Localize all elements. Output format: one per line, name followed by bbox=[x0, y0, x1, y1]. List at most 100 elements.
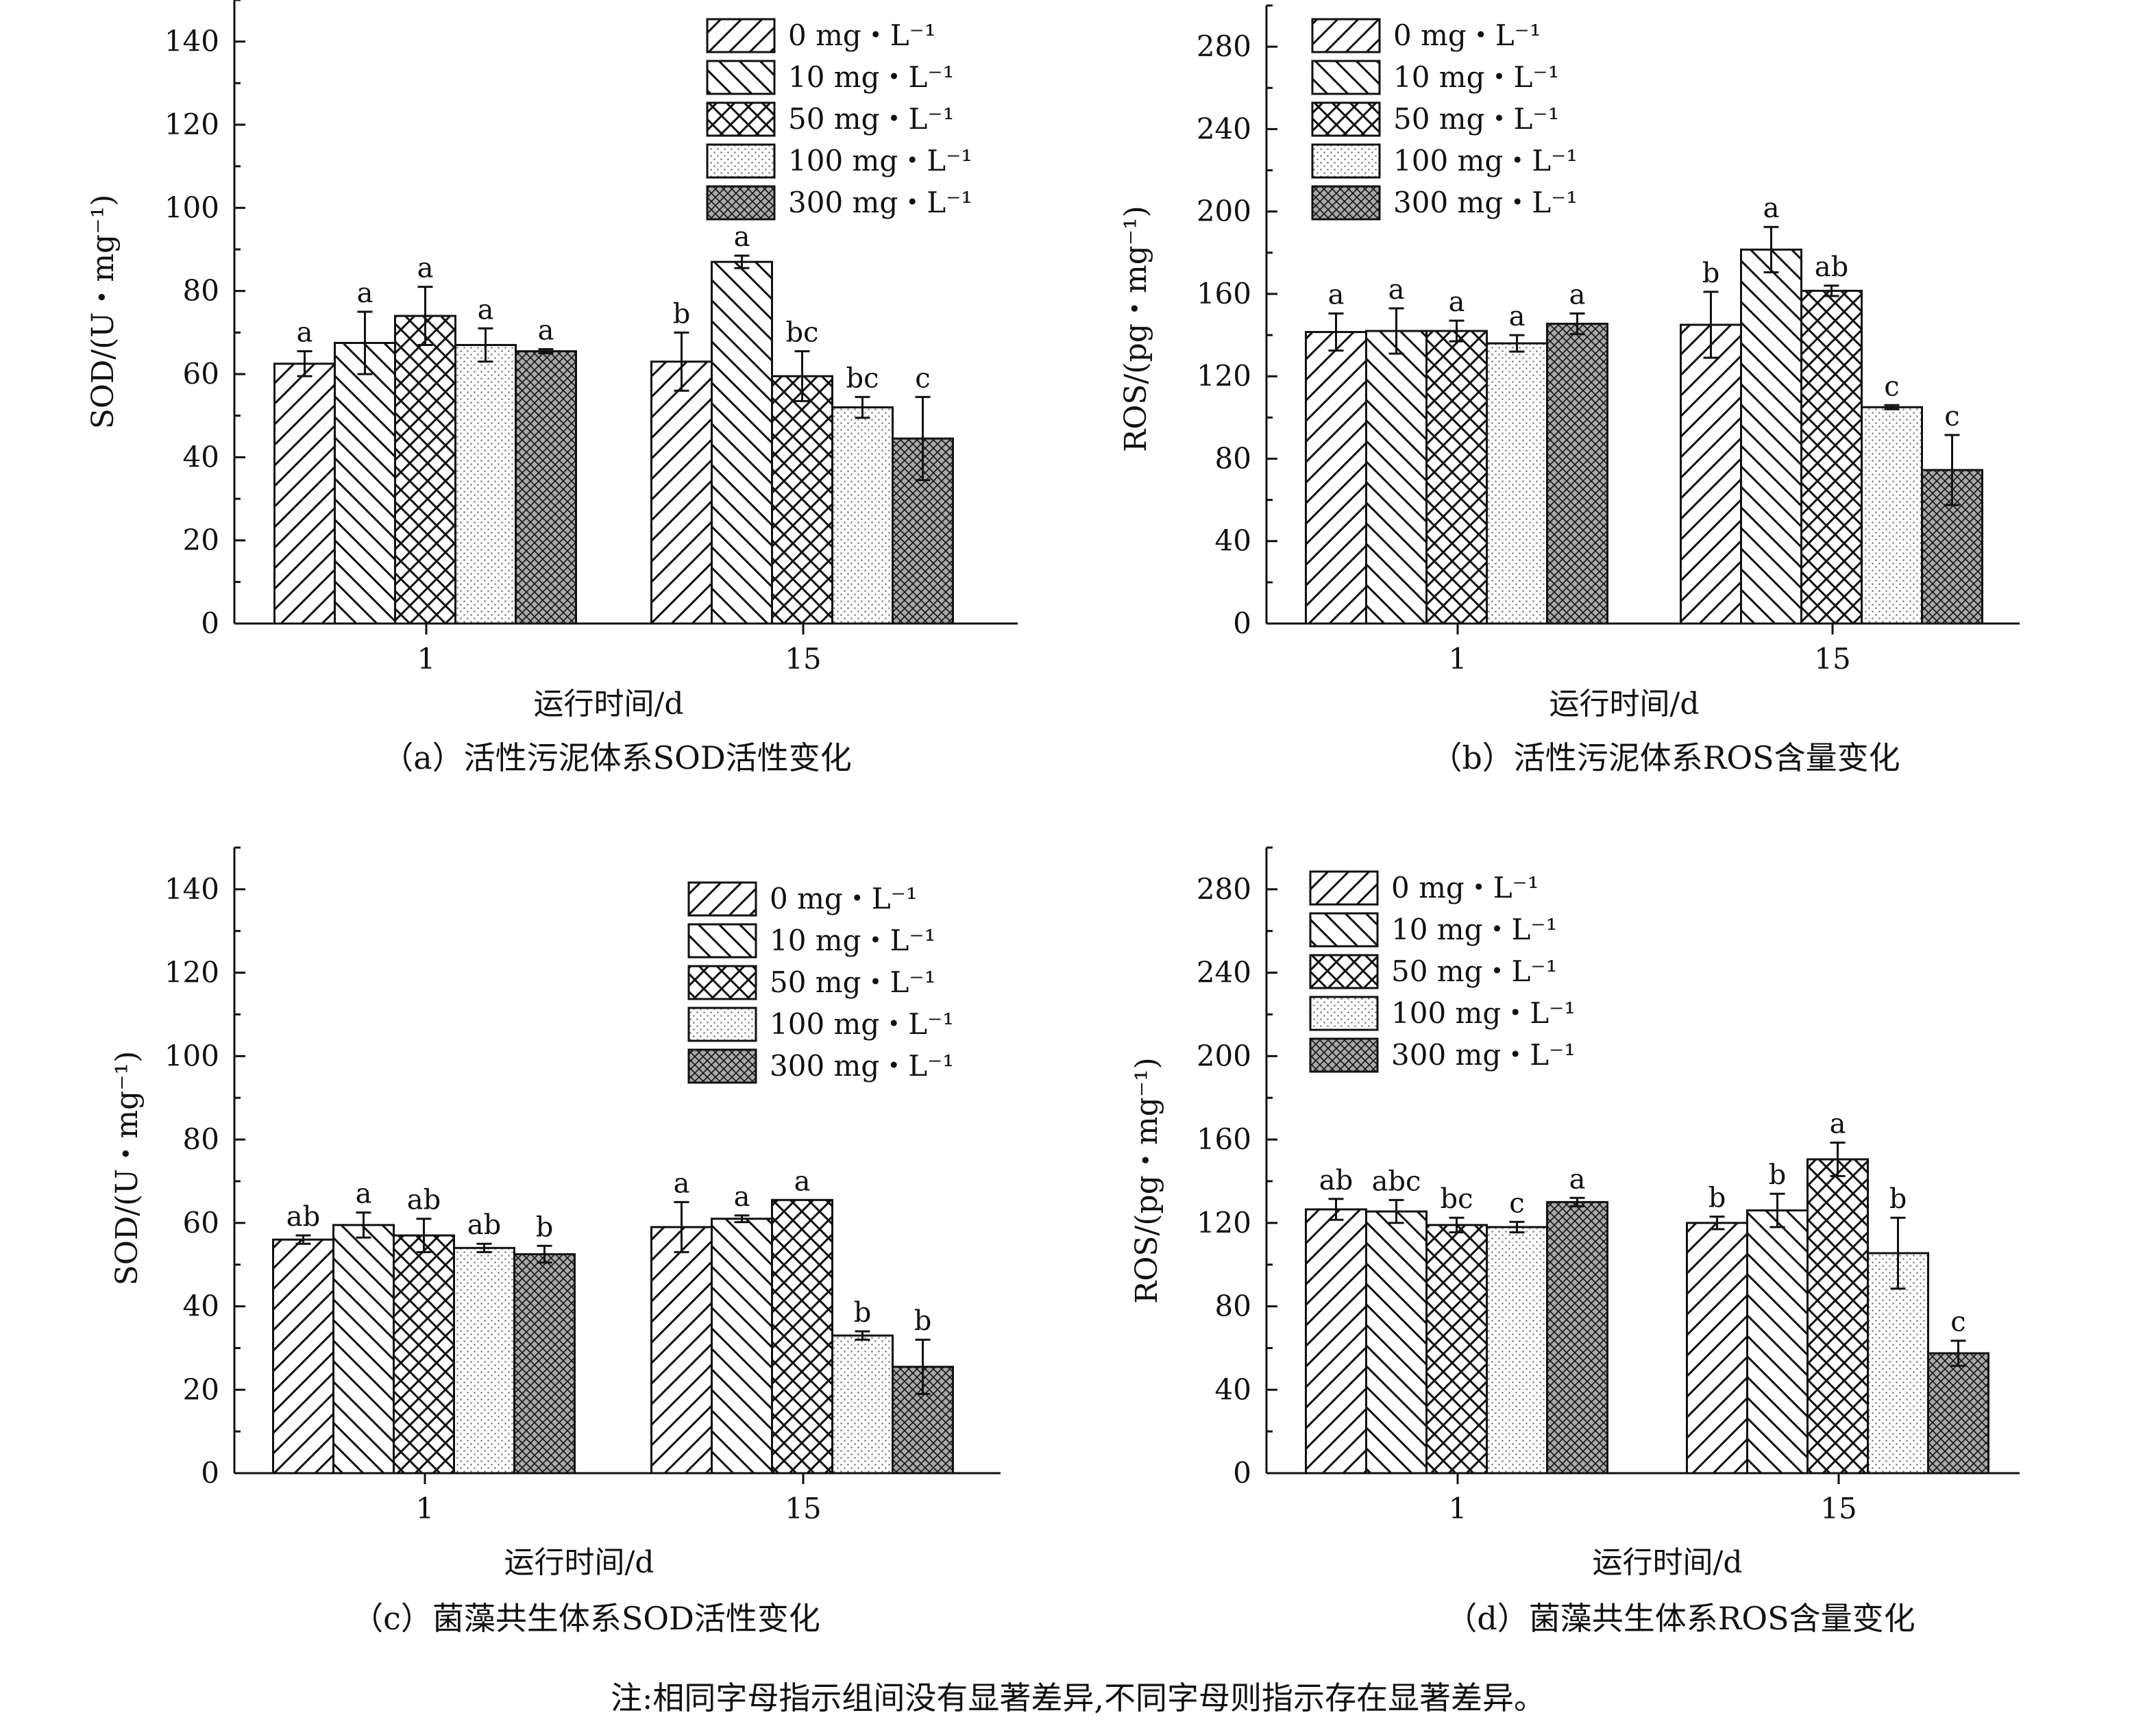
legend-swatch bbox=[1311, 18, 1381, 53]
significance-label: a bbox=[417, 253, 434, 284]
legend-swatch bbox=[1309, 996, 1379, 1031]
bar bbox=[1680, 323, 1742, 625]
significance-label: a bbox=[357, 278, 373, 309]
legend-label: 50 mg・L⁻¹ bbox=[770, 965, 935, 999]
bar bbox=[1486, 1226, 1548, 1475]
x-tick-label: 15 bbox=[785, 1492, 821, 1525]
legend-swatch bbox=[706, 18, 776, 53]
x-tick-label: 15 bbox=[1814, 642, 1850, 676]
bar bbox=[1740, 248, 1802, 625]
legend-swatch bbox=[687, 923, 757, 959]
legend-swatch bbox=[687, 1007, 757, 1042]
bar bbox=[394, 315, 456, 625]
significance-label: a bbox=[1509, 301, 1526, 332]
significance-label: b bbox=[1708, 1183, 1726, 1214]
legend: 0 mg・L⁻¹ 10 mg・L⁻¹ 50 mg・L⁻¹ 100 mg・L⁻¹ 300 … bbox=[1311, 18, 1578, 221]
significance-label: bc bbox=[846, 362, 879, 394]
significance-label: a bbox=[734, 221, 750, 253]
significance-label: abc bbox=[1372, 1166, 1421, 1197]
bar bbox=[1806, 1158, 1869, 1475]
legend-swatch bbox=[706, 185, 776, 221]
y-tick-label: 140 bbox=[164, 872, 219, 906]
x-tick-label: 1 bbox=[416, 1492, 434, 1525]
legend-swatch bbox=[1311, 143, 1381, 179]
legend-swatch bbox=[1309, 870, 1379, 906]
legend-label: 0 mg・L⁻¹ bbox=[1391, 871, 1539, 904]
y-tick-label: 80 bbox=[1215, 441, 1251, 475]
y-axis-title: SOD/(U・mg⁻¹) bbox=[86, 195, 121, 429]
legend-swatch bbox=[1309, 912, 1379, 948]
bar bbox=[1686, 1222, 1748, 1475]
panel-caption: （b）活性污泥体系ROS含量变化 bbox=[1430, 739, 1900, 776]
x-axis-title: 运行时间/d bbox=[1549, 687, 1700, 722]
y-tick-label: 0 bbox=[1233, 1456, 1251, 1490]
bar bbox=[1867, 1252, 1929, 1475]
bar bbox=[1486, 342, 1548, 625]
y-tick-label: 120 bbox=[164, 956, 219, 989]
y-tick-label: 20 bbox=[183, 1372, 219, 1406]
bar bbox=[1365, 1210, 1428, 1475]
y-axis-title: ROS/(pg・mg⁻¹) bbox=[1129, 1057, 1164, 1304]
legend-label: 0 mg・L⁻¹ bbox=[788, 19, 936, 52]
significance-label: b bbox=[673, 298, 691, 330]
legend-label: 100 mg・L⁻¹ bbox=[770, 1007, 954, 1041]
y-tick-label: 0 bbox=[201, 1456, 219, 1490]
y-tick-label: 100 bbox=[164, 1039, 219, 1072]
bar bbox=[453, 1246, 515, 1475]
bar bbox=[1425, 1224, 1488, 1475]
significance-label: a bbox=[538, 315, 554, 347]
legend: 0 mg・L⁻¹ 10 mg・L⁻¹ 50 mg・L⁻¹ 100 mg・L⁻¹ 300 … bbox=[706, 18, 972, 221]
significance-label: a bbox=[1328, 279, 1345, 310]
x-axis-title: 运行时间/d bbox=[1593, 1545, 1743, 1580]
bar bbox=[1861, 406, 1923, 625]
panel-caption: （d）菌藻共生体系ROS含量变化 bbox=[1445, 1600, 1915, 1637]
significance-label: b bbox=[1702, 258, 1720, 289]
legend-label: 10 mg・L⁻¹ bbox=[788, 60, 954, 94]
y-tick-label: 40 bbox=[183, 440, 219, 473]
legend-label: 100 mg・L⁻¹ bbox=[1393, 144, 1578, 177]
significance-label: c bbox=[1884, 371, 1899, 402]
legend-label: 0 mg・L⁻¹ bbox=[770, 882, 918, 915]
y-tick-label: 160 bbox=[1197, 1122, 1251, 1156]
significance-label: a bbox=[1830, 1109, 1846, 1140]
y-tick-label: 280 bbox=[1197, 872, 1251, 906]
significance-label: b bbox=[1769, 1159, 1787, 1191]
bar bbox=[1546, 1200, 1608, 1475]
y-tick-label: 160 bbox=[1197, 277, 1251, 310]
y-axis-title: SOD/(U・mg⁻¹) bbox=[110, 1051, 145, 1285]
significance-label: b bbox=[536, 1211, 554, 1243]
bar bbox=[1927, 1352, 1989, 1475]
legend-swatch bbox=[687, 881, 757, 917]
significance-label: a bbox=[297, 317, 313, 349]
bar bbox=[1546, 323, 1608, 625]
legend-label: 10 mg・L⁻¹ bbox=[1391, 913, 1557, 946]
legend-swatch bbox=[706, 60, 776, 95]
significance-label: bc bbox=[1440, 1183, 1473, 1215]
bar bbox=[711, 1218, 773, 1475]
significance-label: c bbox=[1944, 401, 1959, 432]
y-tick-label: 40 bbox=[1215, 1372, 1251, 1406]
bar bbox=[272, 1238, 334, 1475]
y-tick-label: 80 bbox=[183, 274, 219, 308]
y-tick-label: 200 bbox=[1197, 1039, 1251, 1072]
x-tick-label: 1 bbox=[1449, 642, 1467, 676]
y-axis-title: ROS/(pg・mg⁻¹) bbox=[1118, 206, 1153, 452]
x-tick-label: 15 bbox=[1820, 1492, 1857, 1525]
bar bbox=[1365, 330, 1428, 625]
significance-label: a bbox=[478, 294, 494, 325]
legend: 0 mg・L⁻¹ 10 mg・L⁻¹ 50 mg・L⁻¹ 100 mg・L⁻¹ 300 … bbox=[1309, 870, 1576, 1073]
y-tick-label: 80 bbox=[1215, 1290, 1251, 1323]
legend-swatch bbox=[687, 965, 757, 1000]
significance-label: c bbox=[1950, 1307, 1965, 1338]
y-tick-label: 60 bbox=[183, 1206, 219, 1240]
legend-label: 0 mg・L⁻¹ bbox=[1393, 19, 1541, 52]
bar bbox=[1746, 1209, 1809, 1475]
bar bbox=[1800, 289, 1863, 625]
y-tick-label: 80 bbox=[183, 1122, 219, 1156]
y-tick-label: 100 bbox=[164, 190, 219, 224]
